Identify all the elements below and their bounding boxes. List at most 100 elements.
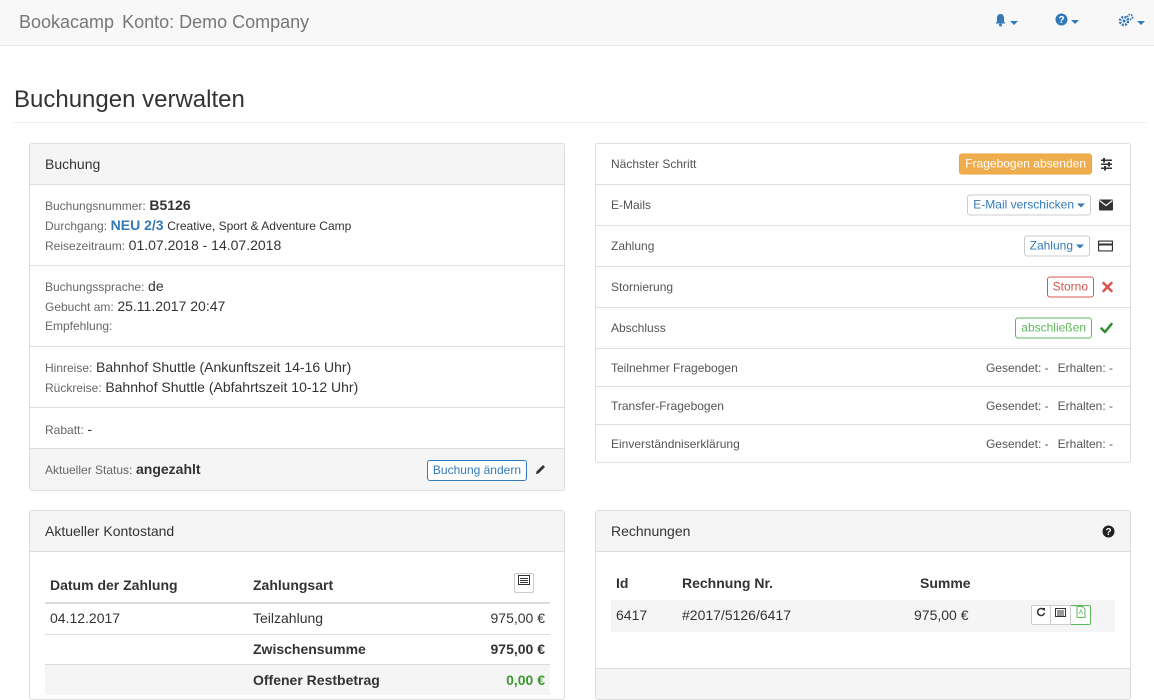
sliders-icon[interactable] (1100, 158, 1113, 171)
envelope-icon[interactable] (1099, 199, 1113, 211)
page-title: Buchungen verwalten (14, 86, 245, 113)
form-sent: Gesendet: - (985, 398, 1049, 413)
credit-card-icon[interactable] (1098, 240, 1113, 252)
subtotal-row: Zwischensumme 975,00 € (45, 634, 550, 665)
invoice-id: 6417 (616, 607, 648, 623)
bell-icon (995, 14, 1006, 27)
transfer-section: Hinreise: Bahnhof Shuttle (Ankunftszeit … (30, 347, 564, 408)
invoices-table-header: Id Rechnung Nr. Summe (611, 552, 1115, 602)
form-received: Erhalten: - (1057, 398, 1113, 413)
form-label: Teilnehmer Fragebogen (611, 360, 738, 375)
title-divider (14, 122, 1146, 123)
emails-row: E-Mails E-Mail verschicken (596, 185, 1130, 226)
form-received: Erhalten: - (1057, 360, 1113, 375)
next-step-row: Nächster Schritt Fragebogen absenden (596, 144, 1130, 185)
complete-button[interactable]: abschließen (1015, 317, 1092, 339)
panel-divider (596, 668, 1130, 669)
chevron-down-icon (1077, 203, 1085, 208)
open-balance-row: Offener Restbetrag 0,00 € (45, 665, 550, 695)
payment-row: Zahlung Zahlung (596, 226, 1130, 267)
invoice-actions (1031, 605, 1091, 625)
subtotal-label: Zwischensumme (253, 641, 366, 657)
brand[interactable]: Bookacamp Konto: Demo Company (19, 12, 309, 33)
form-row: Einverständniserklärung Gesendet: - Erhal… (596, 425, 1130, 462)
form-row: Teilnehmer Fragebogen Gesendet: - Erhalte… (596, 349, 1130, 387)
run-badge: NEU 2/3 (110, 217, 164, 233)
help-dropdown[interactable]: ? (1055, 13, 1079, 29)
column-header-type: Zahlungsart (253, 577, 334, 593)
booking-language-label: Buchungssprache: (45, 280, 145, 294)
status-footer: Aktueller Status: angezahlt Buchung ände… (30, 449, 564, 490)
open-balance-label: Offener Restbetrag (253, 672, 380, 688)
column-header-sum: Summe (920, 575, 971, 591)
cancellation-row: Stornierung Storno (596, 267, 1130, 308)
form-row: Transfer-Fragebogen Gesendet: - Erhalten:… (596, 387, 1130, 425)
booking-info-section: Buchungsnummer: B5126 Durchgang: NEU 2/3… (30, 185, 564, 266)
refresh-icon[interactable] (1031, 605, 1051, 625)
referral-label: Empfehlung: (45, 319, 113, 333)
column-header-id: Id (616, 575, 629, 591)
send-questionnaire-button[interactable]: Fragebogen absenden (959, 153, 1092, 175)
help-icon[interactable]: ? (1102, 525, 1115, 538)
cancel-booking-button[interactable]: Storno (1046, 276, 1094, 298)
travel-period-value: 01.07.2018 - 14.07.2018 (128, 237, 282, 253)
table-row: 04.12.2017 Teilzahlung 975,00 € (45, 603, 550, 635)
status-label: Aktueller Status: (45, 463, 133, 477)
account-name[interactable]: Konto: Demo Company (122, 12, 310, 32)
chevron-down-icon (1071, 20, 1079, 25)
travel-period-label: Reisezeitraum: (45, 239, 126, 253)
form-received: Erhalten: - (1057, 437, 1113, 451)
subtotal-value: 975,00 € (490, 641, 546, 657)
balance-panel: Aktueller Kontostand Datum der Zahlung Z… (29, 510, 565, 700)
chevron-down-icon (1137, 21, 1145, 26)
payment-amount: 975,00 € (490, 610, 546, 626)
brand-name[interactable]: Bookacamp (19, 12, 115, 32)
discount-value: - (87, 421, 92, 437)
completion-label: Abschluss (611, 321, 666, 335)
list-icon[interactable] (1051, 605, 1071, 625)
payment-type: Teilzahlung (253, 610, 324, 626)
outbound-label: Hinreise: (45, 361, 93, 375)
pdf-icon[interactable] (1071, 605, 1091, 625)
discount-label: Rabatt: (45, 423, 84, 437)
booking-language-value: de (148, 278, 164, 294)
form-sent: Gesendet: - (985, 360, 1049, 375)
form-label: Einverständniserklärung (611, 437, 740, 451)
payment-dropdown-label: Zahlung (1029, 238, 1073, 253)
list-icon[interactable] (514, 573, 534, 593)
invoices-panel-header: Rechnungen ? (596, 511, 1130, 552)
booking-number-value: B5126 (149, 197, 191, 213)
cancellation-label: Stornierung (611, 280, 674, 294)
run-label: Durchgang: (45, 219, 108, 233)
settings-dropdown[interactable] (1118, 13, 1145, 30)
booking-meta-section: Buchungssprache: de Gebucht am: 25.11.20… (30, 266, 564, 347)
send-email-label: E-Mail verschicken (973, 197, 1074, 212)
run-name: Creative, Sport & Adventure Camp (167, 219, 352, 233)
form-sent: Gesendet: - (985, 437, 1049, 451)
svg-text:?: ? (1058, 15, 1064, 26)
notifications-dropdown[interactable] (994, 13, 1018, 30)
payment-date: 04.12.2017 (50, 610, 121, 626)
pencil-icon[interactable] (534, 463, 547, 476)
payment-label: Zahlung (611, 239, 655, 253)
booking-panel: Buchung Buchungsnummer: B5126 Durchgang:… (29, 143, 565, 491)
booked-date-label: Gebucht am: (45, 300, 114, 314)
booked-date-value: 25.11.2017 20:47 (117, 298, 226, 314)
return-value: Bahnhof Shuttle (Abfahrtszeit 10-12 Uhr) (105, 379, 359, 395)
invoices-panel: Rechnungen ? Id Rechnung Nr. Summe 6417 … (595, 510, 1131, 700)
balance-panel-title: Aktueller Kontostand (30, 511, 564, 552)
booking-number-label: Buchungsnummer: (45, 199, 146, 213)
payments-table: Datum der Zahlung Zahlungsart 04.12.2017… (45, 552, 550, 699)
table-header: Datum der Zahlung Zahlungsart (45, 552, 550, 604)
payment-dropdown[interactable]: Zahlung (1023, 235, 1090, 257)
close-icon[interactable] (1102, 281, 1113, 293)
check-icon[interactable] (1100, 322, 1113, 334)
chevron-down-icon (1010, 21, 1018, 26)
send-email-dropdown[interactable]: E-Mail verschicken (967, 194, 1091, 216)
invoices-panel-footer (596, 669, 1130, 699)
top-navbar: Bookacamp Konto: Demo Company ? (0, 0, 1154, 46)
change-booking-button[interactable]: Buchung ändern (426, 460, 527, 481)
column-header-number: Rechnung Nr. (682, 575, 774, 591)
next-step-label: Nächster Schritt (611, 157, 697, 171)
actions-panel: Nächster Schritt Fragebogen absenden E-M… (595, 143, 1131, 463)
